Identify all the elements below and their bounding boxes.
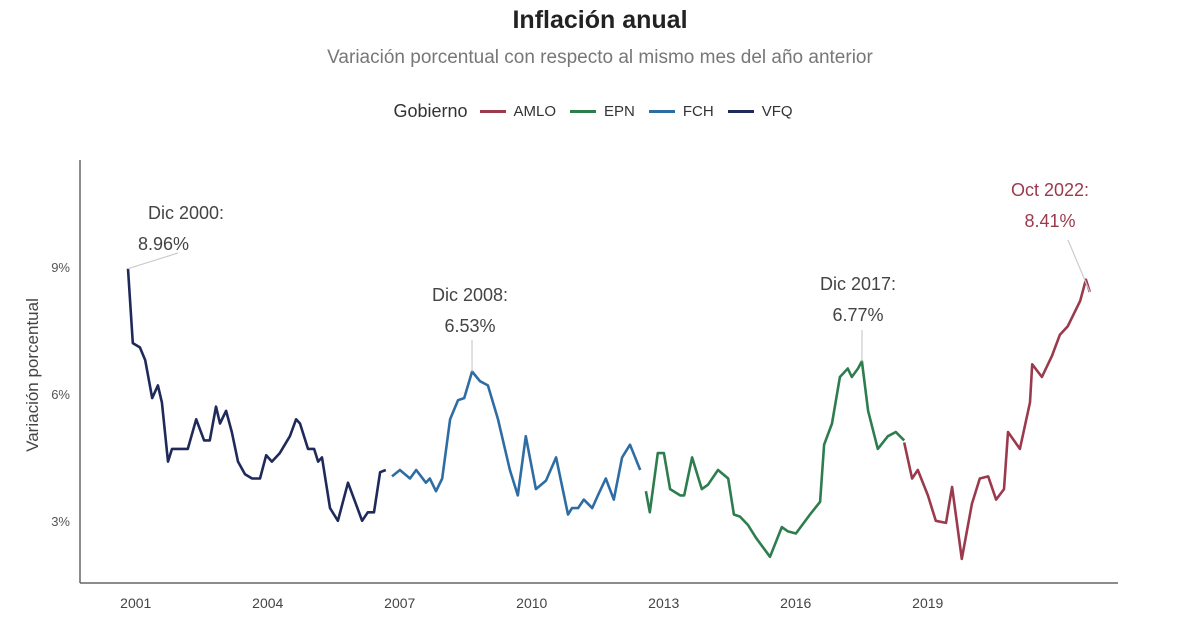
legend-label: FCH	[682, 103, 714, 120]
annotation-value: 8.96%	[138, 234, 189, 254]
legend-label: AMLO	[513, 103, 557, 120]
annotation-label: Dic 2017:	[820, 274, 896, 294]
annotation-label: Oct 2022:	[1011, 180, 1089, 200]
series-line-vfq	[126, 268, 387, 523]
x-tick-label: 2016	[780, 595, 811, 611]
x-tick-label: 2001	[120, 595, 151, 611]
legend-swatch	[570, 110, 597, 113]
legend-label: VFQ	[761, 103, 793, 120]
annotation-value: 6.77%	[832, 305, 883, 325]
x-tick-label: 2004	[252, 595, 283, 611]
legend-item-vfq: VFQ	[727, 103, 793, 120]
annotation-label: Dic 2000:	[148, 203, 224, 223]
y-tick-label: 9%	[51, 260, 70, 275]
legend-swatch	[648, 110, 675, 113]
chart-subtitle: Variación porcentual con respecto al mis…	[327, 47, 873, 68]
legend: Gobierno AMLO EPN FCH VFQ	[0, 101, 1200, 122]
chart-title: Inflación anual	[512, 6, 688, 34]
y-axis-title: Variación porcentual	[23, 298, 42, 452]
series-line-fch	[391, 370, 642, 516]
y-tick-label: 3%	[51, 514, 70, 529]
legend-item-epn: EPN	[570, 103, 635, 120]
y-tick-label: 6%	[51, 387, 70, 402]
annotation-leader	[127, 252, 179, 270]
x-tick-label: 2007	[384, 595, 415, 611]
annotation-value: 6.53%	[444, 316, 495, 336]
legend-label: EPN	[604, 103, 635, 120]
x-tick-label: 2013	[648, 595, 679, 611]
annotation-leader	[1067, 239, 1091, 293]
x-tick-label: 2010	[516, 595, 547, 611]
series-line-epn	[644, 360, 906, 559]
annotation-label: Dic 2008:	[432, 285, 508, 305]
x-tick-label: 2019	[912, 595, 943, 611]
series-line-amlo	[902, 278, 1092, 561]
legend-item-amlo: AMLO	[479, 103, 557, 120]
legend-swatch	[479, 110, 506, 113]
legend-item-fch: FCH	[648, 103, 714, 120]
legend-title: Gobierno	[393, 101, 468, 121]
legend-swatch	[727, 110, 754, 113]
annotation-value: 8.41%	[1024, 211, 1075, 231]
